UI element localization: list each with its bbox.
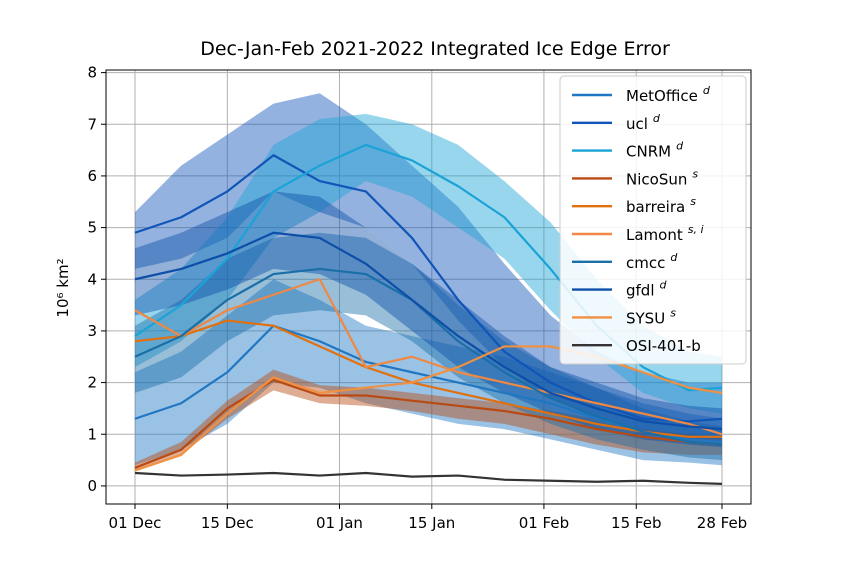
legend-label-cmcc: cmcc bbox=[626, 254, 665, 272]
y-tick-label: 0 bbox=[87, 477, 97, 495]
y-tick-label: 5 bbox=[87, 219, 97, 237]
x-tick-label: 01 Feb bbox=[519, 514, 569, 532]
x-axis-ticks: 01 Dec 15 Dec 01 Jan 15 Jan 01 Feb 15 Feb 28 F… bbox=[109, 504, 747, 532]
legend-superscript-cnrm: d bbox=[676, 140, 684, 153]
x-tick-label: 15 Dec bbox=[201, 514, 254, 532]
series-line-sysu bbox=[134, 345, 723, 472]
y-tick-label: 2 bbox=[87, 374, 97, 392]
y-tick-label: 7 bbox=[87, 115, 97, 133]
plot-frame bbox=[105, 69, 752, 505]
legend-label-osi-401-b: OSI-401-b bbox=[626, 337, 701, 355]
x-tick-label: 15 Jan bbox=[408, 514, 455, 532]
legend-label-metoffice: MetOffice bbox=[626, 87, 698, 105]
legend-label-lamont: Lamont bbox=[626, 226, 683, 244]
legend-label-nicosun: NicoSun bbox=[626, 170, 687, 188]
legend-superscript-sysu: s bbox=[670, 306, 676, 319]
legend-label-cnrm: CNRM bbox=[626, 143, 671, 161]
legend-box bbox=[559, 75, 747, 365]
x-tick-label: 01 Dec bbox=[109, 514, 162, 532]
band-gfdl bbox=[135, 191, 722, 448]
series-line-cmcc bbox=[134, 267, 723, 446]
series-line-nicosun bbox=[134, 378, 723, 469]
legend-superscript-metoffice: d bbox=[703, 84, 711, 97]
series-line-barreira bbox=[134, 319, 722, 438]
y-axis-ticks: 0 1 2 3 4 5 6 7 8 bbox=[87, 64, 106, 495]
legend-superscript-barreira: s bbox=[690, 195, 696, 208]
x-tick-label: 01 Jan bbox=[316, 514, 363, 532]
legend-superscript-cmcc: d bbox=[670, 251, 678, 264]
y-tick-label: 3 bbox=[87, 322, 97, 340]
series-line-osi-401-b bbox=[134, 471, 723, 485]
y-tick-label: 1 bbox=[87, 425, 97, 443]
legend-superscript-ucl: d bbox=[653, 112, 661, 125]
series-line-ucl bbox=[134, 154, 723, 423]
y-axis-label: 10⁶ km² bbox=[54, 258, 72, 317]
legend-label-barreira: barreira bbox=[626, 198, 685, 216]
x-tick-label: 15 Feb bbox=[611, 514, 661, 532]
band-cnrm bbox=[135, 113, 722, 414]
legend-label-gfdl: gfdl bbox=[626, 282, 655, 300]
series-line-gfdl bbox=[134, 231, 723, 431]
y-tick-label: 8 bbox=[87, 64, 97, 82]
legend-label-sysu: SYSU bbox=[626, 309, 665, 327]
y-tick-label: 6 bbox=[87, 167, 97, 185]
legend-superscript-gfdl: d bbox=[660, 279, 668, 292]
legend-superscript-lamont: s, i bbox=[688, 223, 704, 236]
band-cmcc bbox=[135, 232, 722, 461]
x-tick-label: 28 Feb bbox=[697, 514, 747, 532]
chart-title: Dec-Jan-Feb 2021-2022 Integrated Ice Edg… bbox=[200, 38, 670, 60]
legend-superscript-nicosun: s bbox=[692, 167, 698, 180]
y-tick-label: 4 bbox=[87, 270, 97, 288]
legend-label-ucl: ucl bbox=[626, 115, 648, 133]
series-line-lamont bbox=[134, 278, 723, 436]
grid-lines bbox=[106, 70, 751, 504]
